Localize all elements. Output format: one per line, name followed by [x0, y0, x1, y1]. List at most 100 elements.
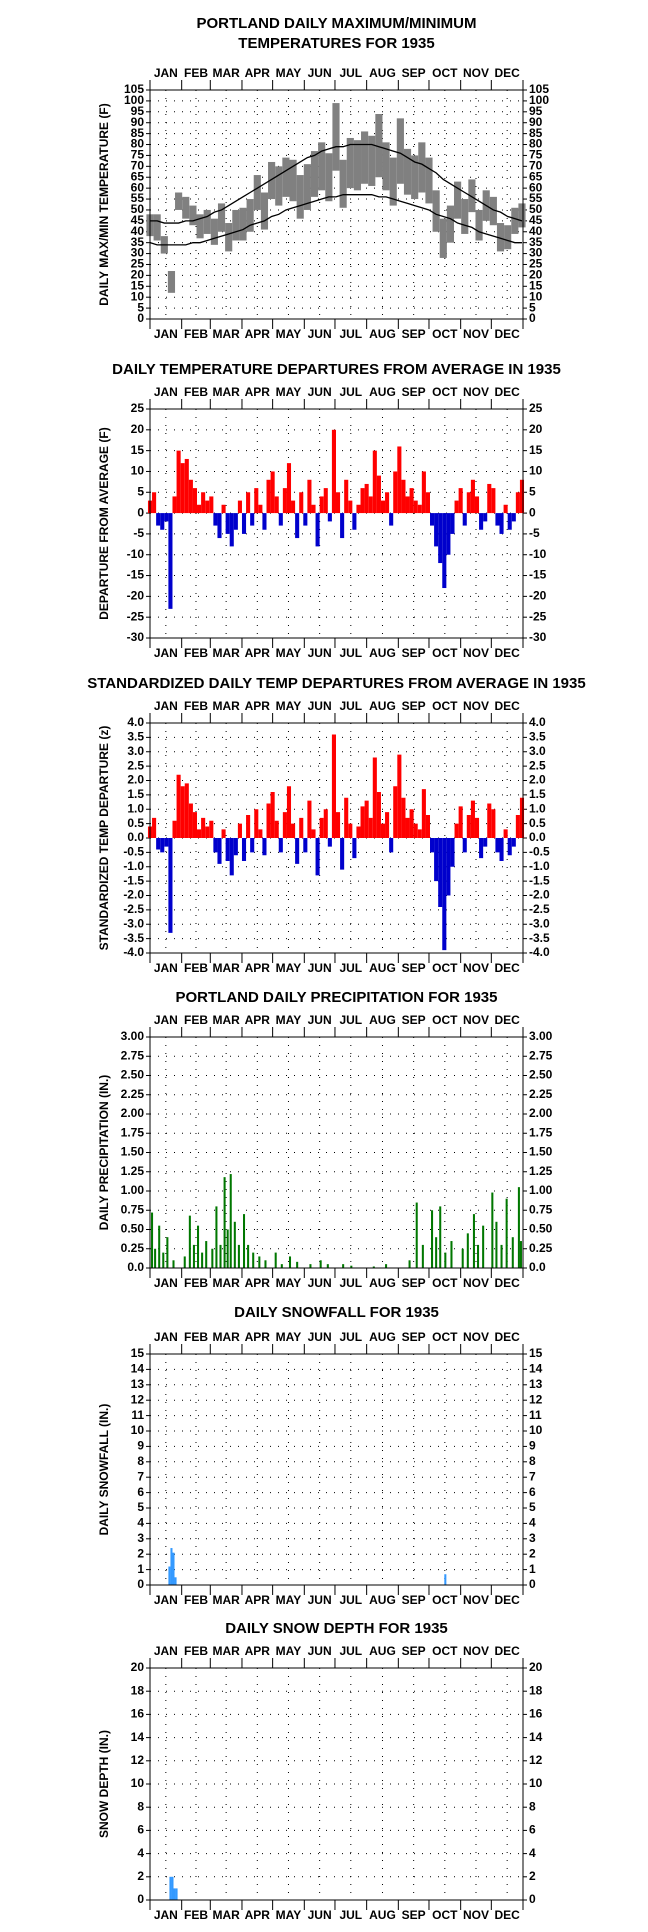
y-tick-label: 70	[131, 159, 145, 173]
month-label-top: SEP	[402, 1330, 426, 1344]
y2-tick-label: 4	[529, 1846, 536, 1860]
temp-range	[425, 157, 433, 204]
bar	[246, 815, 251, 838]
month-label-top: FEB	[184, 1013, 208, 1027]
y-tick-label: 2.25	[121, 1087, 145, 1101]
temp-range	[318, 142, 326, 191]
y2-tick-label: 3.0	[529, 744, 546, 758]
month-label-top: AUG	[369, 1330, 396, 1344]
bar	[491, 809, 496, 838]
bar	[356, 504, 361, 514]
y2-tick-label: 11	[529, 1408, 542, 1422]
y-tick-label: 3	[137, 1531, 144, 1545]
month-label-top: AUG	[369, 1013, 396, 1027]
month-label-top: MAR	[212, 699, 240, 713]
bar	[515, 492, 520, 514]
y-tick-label: 0	[137, 1577, 144, 1591]
y2-tick-label: 0.75	[529, 1202, 553, 1216]
temp-range	[182, 196, 190, 219]
month-label-top: MAR	[212, 1330, 240, 1344]
bar	[413, 823, 418, 838]
bar	[154, 1248, 157, 1268]
bar	[474, 817, 480, 838]
month-label-bottom: OCT	[432, 961, 458, 975]
y-tick-label: 1.0	[127, 801, 144, 815]
temp-range	[225, 223, 233, 252]
temp-range	[375, 113, 383, 178]
y-tick-label: 15	[131, 278, 145, 292]
month-label-bottom: AUG	[369, 1276, 396, 1290]
bar	[221, 504, 226, 514]
y-tick-label: 75	[131, 148, 145, 162]
temp-range	[403, 148, 412, 195]
month-label-top: JUN	[308, 385, 332, 399]
bar	[197, 1225, 200, 1268]
y-tick-label: 0	[137, 505, 144, 519]
temp-range	[489, 196, 497, 226]
y-tick-label: 12	[131, 1392, 145, 1406]
y2-tick-label: 6	[529, 1485, 536, 1499]
bar	[241, 513, 247, 534]
bar	[241, 838, 247, 861]
plot-frame	[149, 1036, 524, 1269]
bar	[446, 513, 451, 555]
y-axis-label: SNOW DEPTH (IN.)	[97, 1730, 111, 1838]
y-axis-label: DAILY PRECIPITATION (IN.)	[97, 1075, 111, 1231]
y2-tick-label: -1.5	[529, 873, 550, 887]
bar	[438, 513, 443, 564]
bar	[280, 1264, 283, 1268]
bar	[258, 829, 263, 838]
y-tick-label: 2.75	[121, 1048, 145, 1062]
month-label-top: OCT	[432, 1644, 458, 1658]
month-label-bottom: JUL	[339, 1593, 362, 1607]
bar	[315, 838, 320, 876]
y2-tick-label: 0.5	[529, 816, 546, 830]
y-tick-label: -10	[127, 547, 145, 561]
temp-range	[175, 192, 183, 210]
bar	[515, 815, 520, 838]
bar	[482, 1225, 485, 1268]
y2-tick-label: -4.0	[529, 945, 550, 959]
month-label-bottom: AUG	[369, 1593, 396, 1607]
bar	[323, 488, 328, 514]
bar	[205, 500, 210, 514]
month-label-top: AUG	[369, 699, 396, 713]
y2-tick-label: 6	[529, 1823, 536, 1837]
month-label-bottom: MAY	[276, 327, 302, 341]
y-tick-label: 10	[131, 1423, 145, 1437]
month-label-top: JAN	[154, 1330, 178, 1344]
bar	[229, 1174, 232, 1268]
month-label-top: JUL	[339, 699, 362, 713]
bar	[303, 838, 308, 853]
y2-tick-label: 15	[529, 443, 543, 457]
bar	[495, 513, 500, 526]
month-label-top: APR	[245, 1013, 271, 1027]
month-label-bottom: DEC	[494, 646, 520, 660]
temp-range	[418, 142, 426, 193]
y-tick-label: 18	[131, 1683, 145, 1697]
bar	[372, 1266, 375, 1268]
y2-tick-label: 1.75	[529, 1125, 553, 1139]
month-label-bottom: JAN	[154, 646, 178, 660]
month-label-top: OCT	[432, 66, 458, 80]
bar	[458, 488, 463, 514]
bar	[479, 838, 484, 859]
month-label-bottom: JAN	[154, 1908, 178, 1922]
temp-range	[189, 205, 197, 226]
y2-tick-label: 25	[529, 401, 543, 415]
bar	[434, 513, 439, 547]
y-tick-label: 80	[131, 137, 145, 151]
month-label-top: JAN	[154, 66, 178, 80]
bar	[213, 513, 218, 526]
chart-title: TEMPERATURES FOR 1935	[238, 35, 434, 52]
month-label-bottom: JAN	[154, 327, 178, 341]
bar	[450, 513, 455, 534]
bar	[323, 809, 328, 838]
month-label-bottom: APR	[245, 1908, 271, 1922]
bar	[303, 513, 308, 526]
bar	[483, 513, 488, 522]
bar	[435, 1237, 438, 1268]
y-tick-label: 7	[137, 1469, 144, 1483]
bar	[372, 450, 377, 514]
